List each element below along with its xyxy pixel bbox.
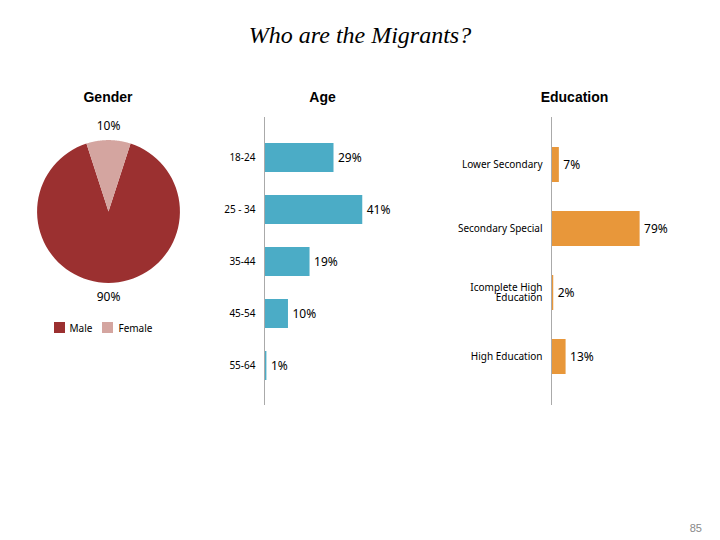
svg-text:Icomplete HighEducation: Icomplete HighEducation: [470, 280, 542, 304]
svg-text:1%: 1%: [271, 357, 288, 374]
html-text:Age: Age: [309, 89, 336, 105]
svg-text:45-54: 45-54: [229, 306, 255, 320]
svg-text:19%: 19%: [314, 253, 338, 270]
svg-text:10%: 10%: [292, 305, 316, 322]
svg-text:18-24: 18-24: [229, 150, 255, 164]
svg-text:2%: 2%: [558, 284, 575, 301]
svg-text:Lower Secondary: Lower Secondary: [462, 157, 543, 171]
svg-text:25 - 34: 25 - 34: [224, 202, 256, 216]
html-text:Who are the Migrants?: Who are the Migrants?: [248, 22, 472, 48]
svg-text:79%: 79%: [644, 220, 668, 237]
html-text:Gender: Gender: [83, 89, 133, 105]
html-text:Male: Male: [69, 320, 93, 335]
svg-text:35-44: 35-44: [229, 254, 255, 268]
html-text:85: 85: [689, 522, 702, 534]
svg-text:13%: 13%: [570, 348, 594, 365]
svg-text:90%: 90%: [97, 288, 121, 305]
svg-text:7%: 7%: [563, 156, 580, 173]
svg-text:55-64: 55-64: [229, 358, 255, 372]
svg-text:29%: 29%: [338, 149, 362, 166]
svg-text:Secondary Special: Secondary Special: [458, 221, 543, 235]
svg-text:41%: 41%: [367, 201, 391, 218]
html-text:Education: Education: [540, 89, 609, 105]
html-text:Female: Female: [118, 320, 153, 335]
svg-text:10%: 10%: [97, 117, 121, 134]
svg-text:High Education: High Education: [471, 349, 543, 363]
